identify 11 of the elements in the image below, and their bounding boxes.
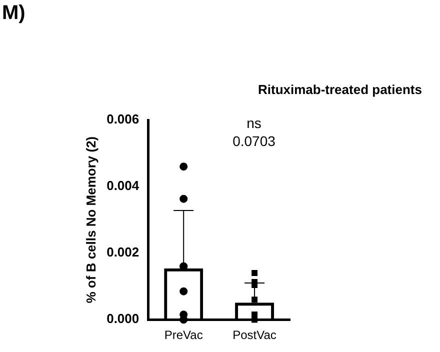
y-tick-label: 0.000 (106, 311, 140, 326)
y-tick-label: 0.002 (106, 244, 140, 260)
x-tick-label: PreVac (164, 328, 203, 342)
text: Rituximab-treated patients (257, 82, 423, 97)
y-tick-label: 0.006 (106, 112, 140, 127)
y-axis-title: % of B cells No Memory (2) (83, 136, 98, 304)
text: M) (2, 2, 26, 25)
x-tick-label: PostVac (232, 328, 276, 342)
annotation: 0.0703 (232, 132, 276, 150)
y-tick-label: 0.004 (106, 178, 140, 194)
annotation: ns (246, 114, 262, 132)
